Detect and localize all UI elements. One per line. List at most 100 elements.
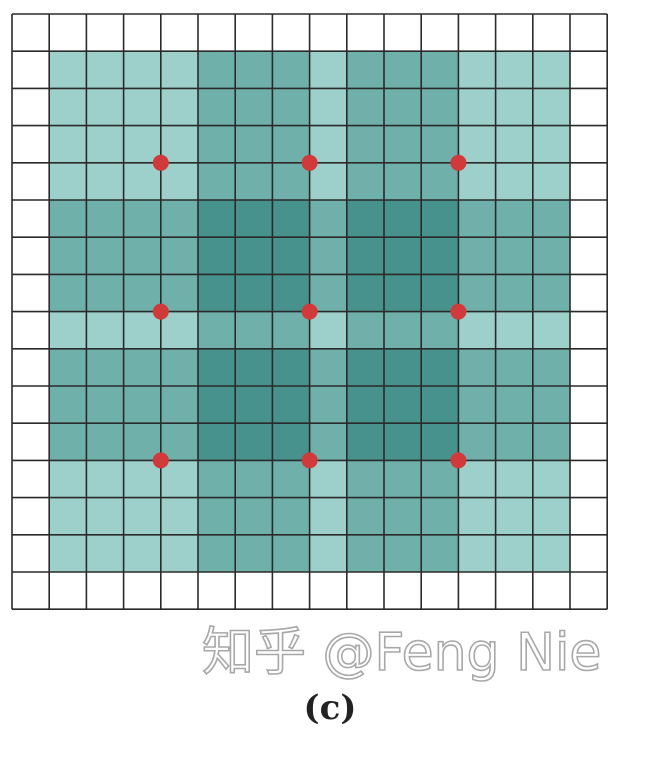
grid-cell (86, 162, 124, 200)
grid-cell (86, 497, 124, 535)
grid-cell (421, 162, 459, 200)
grid-cell (12, 125, 50, 163)
grid-cell (86, 88, 124, 126)
grid-cell (309, 200, 347, 238)
grid-cell (12, 274, 50, 312)
sample-point (152, 303, 169, 320)
grid-cell (160, 125, 198, 163)
grid-cell (12, 423, 50, 461)
grid-cell (570, 200, 608, 238)
grid-cell (160, 572, 198, 610)
grid-cell (198, 386, 236, 424)
grid-cell (458, 274, 496, 312)
grid-cell (235, 88, 273, 126)
grid-cell (198, 237, 236, 275)
grid-cell (346, 125, 384, 163)
grid-cell (532, 348, 570, 386)
sample-point (152, 452, 169, 469)
grid-cell (570, 237, 608, 275)
grid-cell (86, 386, 124, 424)
grid-cell (12, 497, 50, 535)
grid-cell (123, 125, 161, 163)
grid-cell (272, 200, 310, 238)
grid-cell (198, 311, 236, 349)
grid-cell (198, 125, 236, 163)
grid-cell (198, 423, 236, 461)
grid-cell (458, 237, 496, 275)
grid-cell (49, 348, 87, 386)
grid-cell (12, 237, 50, 275)
grid-cell (421, 237, 459, 275)
grid-cell (421, 125, 459, 163)
watermark-text: 知乎 @Feng Nie (202, 623, 601, 683)
grid-cell (235, 14, 273, 52)
grid-cell (384, 237, 422, 275)
sample-point (450, 452, 467, 469)
grid-cell (49, 460, 87, 498)
grid-cell (346, 51, 384, 89)
sample-point (301, 154, 318, 171)
grid-cell (235, 572, 273, 610)
grid-cell (272, 88, 310, 126)
grid-cell (272, 14, 310, 52)
grid-cell (123, 386, 161, 424)
grid-cell (346, 200, 384, 238)
grid-cell (160, 497, 198, 535)
grid-cell (86, 51, 124, 89)
grid-cell (160, 162, 198, 200)
grid-cell (123, 274, 161, 312)
grid-cell (123, 200, 161, 238)
grid-cell (272, 311, 310, 349)
grid-cell (309, 274, 347, 312)
grid-cell (198, 572, 236, 610)
grid-cell (86, 125, 124, 163)
grid-cell (123, 497, 161, 535)
grid-cell (570, 572, 608, 610)
grid-cell (346, 534, 384, 572)
grid-cell (309, 88, 347, 126)
grid-cell (495, 460, 533, 498)
grid-figure (11, 13, 609, 611)
grid-cell (346, 14, 384, 52)
grid-cell (421, 88, 459, 126)
grid-cell (272, 460, 310, 498)
grid-cell (570, 460, 608, 498)
grid-cell (570, 162, 608, 200)
grid-cell (49, 162, 87, 200)
grid-cell (309, 460, 347, 498)
grid-cell (532, 460, 570, 498)
grid-cell (495, 274, 533, 312)
grid-cell (458, 125, 496, 163)
grid-cell (384, 51, 422, 89)
grid-cell (309, 311, 347, 349)
grid-cell (532, 237, 570, 275)
grid-cell (495, 534, 533, 572)
grid-cell (49, 51, 87, 89)
grid-cell (309, 14, 347, 52)
grid-cell (346, 386, 384, 424)
grid-cell (12, 162, 50, 200)
grid-cell (49, 534, 87, 572)
grid-cell (49, 386, 87, 424)
grid-cell (49, 200, 87, 238)
grid-cell (309, 497, 347, 535)
grid-cell (198, 497, 236, 535)
grid-cell (570, 51, 608, 89)
grid-cell (272, 162, 310, 200)
grid-cell (123, 572, 161, 610)
grid-cell (272, 423, 310, 461)
grid-cell (123, 51, 161, 89)
grid-cell (421, 423, 459, 461)
grid-cell (198, 534, 236, 572)
grid-cell (160, 460, 198, 498)
grid-cell (384, 423, 422, 461)
grid-cell (160, 237, 198, 275)
grid-cell (160, 51, 198, 89)
grid-cell (86, 311, 124, 349)
grid-cell (421, 14, 459, 52)
grid-cell (272, 572, 310, 610)
grid-cell (458, 88, 496, 126)
grid-cell (384, 14, 422, 52)
grid-cell (272, 497, 310, 535)
grid-cell (458, 572, 496, 610)
